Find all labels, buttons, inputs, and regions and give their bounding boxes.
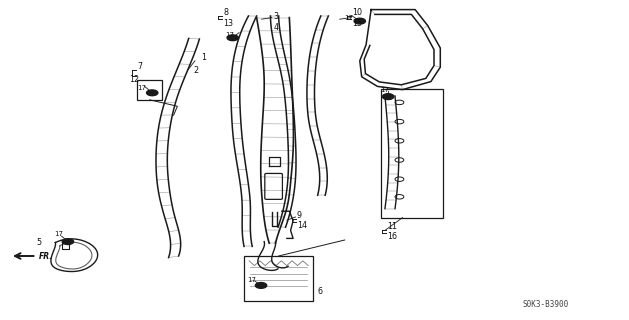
Text: 11: 11 <box>387 222 397 231</box>
Text: 6: 6 <box>318 287 323 296</box>
Circle shape <box>147 90 158 96</box>
Circle shape <box>383 94 393 99</box>
Text: 17: 17 <box>225 32 234 37</box>
Text: 15: 15 <box>352 19 362 28</box>
Circle shape <box>62 239 74 244</box>
Text: 8: 8 <box>223 8 228 17</box>
Text: 3: 3 <box>274 12 279 20</box>
Bar <box>137 80 162 100</box>
Text: S0K3-B3900: S0K3-B3900 <box>522 300 569 309</box>
Bar <box>244 256 313 301</box>
Text: 5: 5 <box>36 238 42 247</box>
Text: FR.: FR. <box>39 252 53 260</box>
Text: 17: 17 <box>54 231 63 237</box>
Text: 1: 1 <box>201 53 206 62</box>
Text: 17: 17 <box>137 85 146 91</box>
Text: 17: 17 <box>345 15 353 21</box>
Text: 16: 16 <box>387 232 397 241</box>
Text: 7: 7 <box>137 62 142 71</box>
Text: 12: 12 <box>129 75 139 84</box>
Circle shape <box>227 35 238 41</box>
Circle shape <box>382 94 394 100</box>
Text: 9: 9 <box>297 211 302 220</box>
Text: 17: 17 <box>247 277 256 283</box>
Bar <box>381 89 443 218</box>
Circle shape <box>255 283 267 288</box>
Text: 2: 2 <box>194 66 199 75</box>
Text: 4: 4 <box>274 23 279 32</box>
Text: 13: 13 <box>223 19 233 28</box>
Text: 10: 10 <box>352 8 362 17</box>
Text: 14: 14 <box>297 221 307 230</box>
Text: 17: 17 <box>380 87 389 92</box>
Circle shape <box>354 18 365 24</box>
